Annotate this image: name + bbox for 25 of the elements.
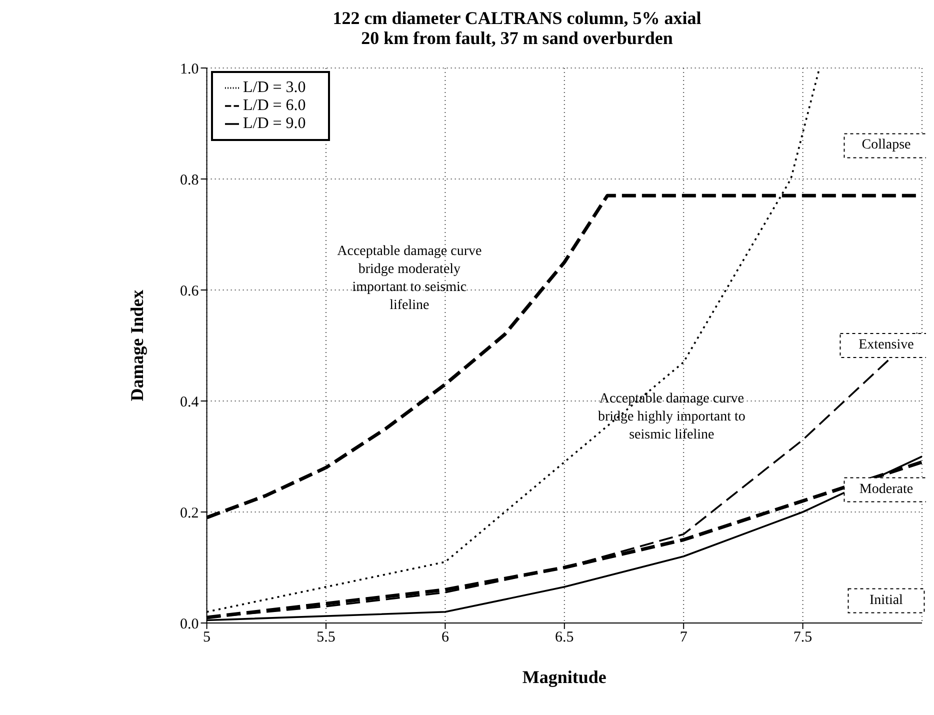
y-tick-label: 0.0 xyxy=(180,616,199,632)
x-tick-label: 5.5 xyxy=(316,630,336,646)
annotation: Moderate xyxy=(859,482,914,498)
y-tick-label: 0.2 xyxy=(180,505,199,522)
annotation: Acceptable damage curve bridge moderately important to seismic lifeline xyxy=(337,244,482,314)
annotation: Extensive xyxy=(858,338,914,353)
annotation: Initial xyxy=(870,593,904,608)
x-tick-label: 6.5 xyxy=(555,630,574,646)
chart-subtitle: 20 km from fault, 37 m sand overburden xyxy=(360,28,674,48)
x-tick-label: 6 xyxy=(441,630,450,646)
legend-label: L/D = 3.0 xyxy=(243,79,306,96)
x-axis-title: Magnitude xyxy=(522,667,606,687)
y-tick-label: 0.8 xyxy=(180,172,199,188)
y-tick-label: 0.6 xyxy=(180,283,200,300)
y-tick-label: 1.0 xyxy=(180,61,199,78)
x-tick-label: 5 xyxy=(203,630,211,646)
y-tick-label: 0.4 xyxy=(180,394,200,410)
annotation: Collapse xyxy=(862,138,911,153)
x-tick-label: 7 xyxy=(680,630,688,646)
legend-label: L/D = 9.0 xyxy=(243,115,306,132)
y-axis-title: Damage Index xyxy=(127,290,148,402)
annotation: Acceptable damage curve bridge highly important to seismic lifeline xyxy=(598,392,746,443)
x-tick-label: 7.5 xyxy=(793,630,812,646)
chart-title: 122 cm diameter CALTRANS column, 5% axial xyxy=(332,8,702,28)
legend-label: L/D = 6.0 xyxy=(243,97,306,114)
